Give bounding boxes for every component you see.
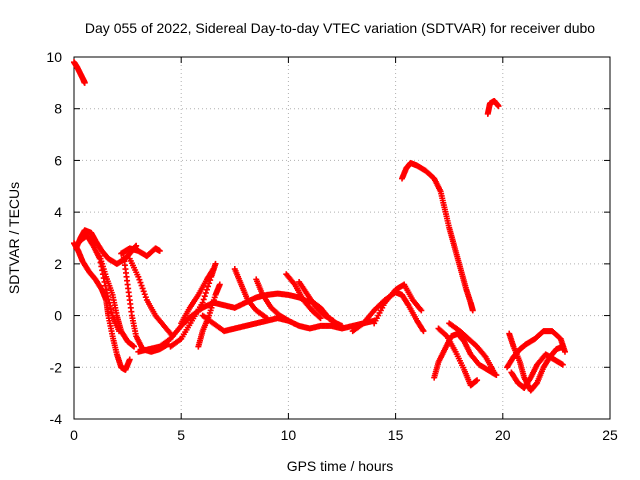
series-r	[306, 297, 345, 329]
x-tick-label: 5	[177, 427, 185, 443]
data-point	[285, 317, 292, 324]
y-axis: -4 -2 0 2 4 6 8 10	[46, 49, 610, 427]
y-tick-label: -4	[50, 411, 63, 427]
series-k	[178, 266, 217, 327]
data-point	[126, 356, 133, 363]
y-tick-label: -2	[50, 359, 63, 375]
plot-frame	[73, 56, 611, 420]
data-point	[135, 273, 142, 280]
data-point	[201, 293, 208, 300]
data-point	[199, 299, 206, 306]
grid	[74, 57, 610, 419]
data-point	[561, 348, 568, 355]
series-e	[96, 253, 138, 350]
data-point	[216, 281, 223, 288]
series-x	[446, 320, 498, 376]
series-u	[399, 160, 476, 314]
data-point	[104, 293, 111, 300]
data-point	[469, 307, 476, 314]
series-ab	[508, 351, 566, 391]
data-point	[316, 314, 323, 321]
data-point	[156, 247, 163, 254]
data-point	[474, 377, 481, 384]
data-point	[140, 288, 147, 295]
series-a	[71, 59, 88, 86]
data-point	[205, 283, 211, 290]
data-point	[491, 369, 498, 376]
data-point	[203, 286, 210, 293]
x-tick-label: 15	[388, 427, 404, 443]
data-point	[131, 343, 138, 350]
y-tick-label: 10	[46, 49, 62, 65]
data-point	[212, 260, 219, 267]
x-axis-label: GPS time / hours	[287, 458, 394, 474]
data-point	[495, 103, 502, 110]
x-tick-label: 0	[70, 427, 78, 443]
data-point	[138, 282, 145, 289]
data-point	[420, 328, 427, 335]
data-point	[317, 315, 324, 322]
data-point	[105, 296, 112, 303]
data-point	[107, 306, 114, 313]
data-point	[559, 361, 566, 368]
y-tick-label: 2	[54, 256, 62, 272]
x-axis: 0 5 10 15 20 25	[70, 57, 618, 443]
series-aa	[504, 328, 568, 371]
y-tick-label: 8	[54, 101, 62, 117]
data-point	[81, 79, 88, 86]
series-o	[253, 276, 292, 324]
data-point	[202, 289, 209, 296]
series-h	[118, 245, 163, 260]
series-n	[231, 266, 270, 322]
y-tick-label: 4	[54, 204, 62, 220]
data-point	[200, 296, 207, 303]
x-tick-label: 10	[281, 427, 297, 443]
data-point	[142, 294, 149, 301]
series-w	[435, 325, 481, 389]
y-axis-label: SDTVAR / TECUs	[6, 182, 22, 294]
series-p	[283, 271, 324, 322]
y-tick-label: 6	[54, 152, 62, 168]
data-point	[141, 291, 148, 298]
y-tick-label: 0	[54, 308, 62, 324]
data-point	[418, 307, 425, 314]
data-point	[210, 266, 217, 273]
series-t	[371, 281, 425, 327]
data-series	[71, 59, 568, 394]
series-v	[431, 330, 500, 381]
chart-title: Day 055 of 2022, Sidereal Day-to-day VTE…	[85, 20, 595, 36]
data-point	[136, 276, 143, 283]
data-point	[137, 279, 144, 286]
data-point	[263, 315, 270, 322]
x-tick-label: 25	[602, 427, 618, 443]
series-y	[484, 97, 502, 117]
x-tick-label: 20	[495, 427, 511, 443]
data-point	[139, 285, 146, 292]
series-b	[71, 240, 133, 373]
data-point	[339, 322, 345, 329]
